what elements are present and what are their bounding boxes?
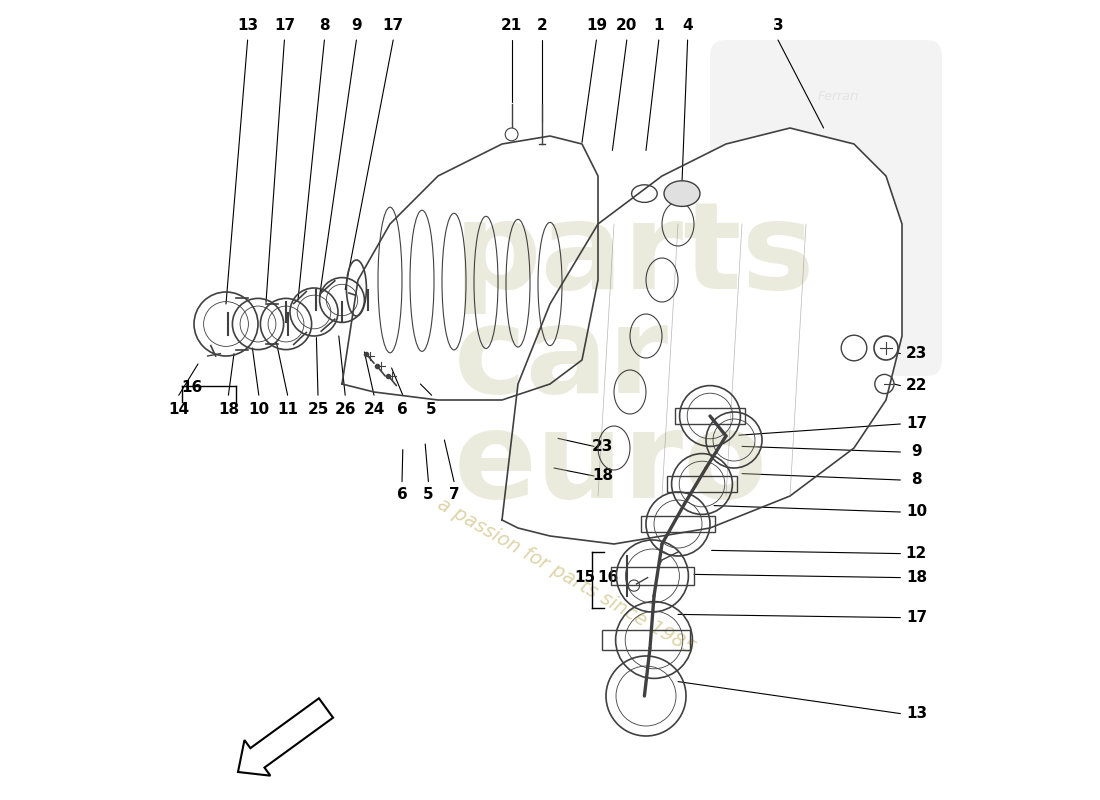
Circle shape <box>874 336 898 360</box>
Text: 18: 18 <box>592 469 614 483</box>
Text: 21: 21 <box>500 18 522 33</box>
Bar <box>602 630 690 650</box>
Text: 5: 5 <box>424 487 433 502</box>
Text: 7: 7 <box>449 487 460 502</box>
Text: euro: euro <box>454 406 768 522</box>
Circle shape <box>505 128 518 141</box>
Ellipse shape <box>664 181 700 206</box>
Text: 6: 6 <box>397 487 407 502</box>
Text: 23: 23 <box>905 346 927 361</box>
Text: 14: 14 <box>168 402 189 417</box>
Text: 17: 17 <box>383 18 404 33</box>
Text: 12: 12 <box>905 546 927 561</box>
Text: 13: 13 <box>236 18 258 33</box>
Text: 15: 15 <box>574 570 595 585</box>
Text: 3: 3 <box>772 18 783 33</box>
Text: 6: 6 <box>397 402 408 417</box>
Bar <box>641 516 715 532</box>
Text: 23: 23 <box>592 439 614 454</box>
Text: car: car <box>454 302 669 418</box>
Text: 26: 26 <box>334 402 356 417</box>
Bar <box>610 567 694 585</box>
Text: 8: 8 <box>319 18 330 33</box>
Bar <box>675 408 745 424</box>
Text: 2: 2 <box>537 18 548 33</box>
Text: 13: 13 <box>905 706 927 721</box>
Text: 24: 24 <box>363 402 385 417</box>
Text: 25: 25 <box>307 402 329 417</box>
FancyBboxPatch shape <box>710 40 942 376</box>
Text: 16: 16 <box>597 570 619 585</box>
Text: 18: 18 <box>218 402 239 417</box>
Text: Ferrari: Ferrari <box>817 90 859 102</box>
FancyArrow shape <box>238 698 333 776</box>
Text: parts: parts <box>454 198 815 314</box>
Text: 22: 22 <box>905 378 927 393</box>
Text: 10: 10 <box>249 402 270 417</box>
Text: a passion for parts since 1985: a passion for parts since 1985 <box>433 494 698 658</box>
Text: 8: 8 <box>911 473 922 487</box>
Text: 9: 9 <box>911 445 922 459</box>
Text: 18: 18 <box>905 570 927 585</box>
Text: 17: 17 <box>274 18 295 33</box>
Text: 17: 17 <box>905 610 927 625</box>
Text: 11: 11 <box>277 402 298 417</box>
Text: 17: 17 <box>905 417 927 431</box>
Text: 10: 10 <box>905 505 927 519</box>
Bar <box>667 476 737 491</box>
Text: 4: 4 <box>682 18 693 33</box>
Text: 5: 5 <box>427 402 437 417</box>
Polygon shape <box>502 128 902 544</box>
Text: 20: 20 <box>616 18 638 33</box>
Text: 1: 1 <box>653 18 664 33</box>
Polygon shape <box>342 136 598 400</box>
Text: 9: 9 <box>351 18 362 33</box>
Text: 19: 19 <box>586 18 607 33</box>
Text: 16: 16 <box>182 381 202 395</box>
